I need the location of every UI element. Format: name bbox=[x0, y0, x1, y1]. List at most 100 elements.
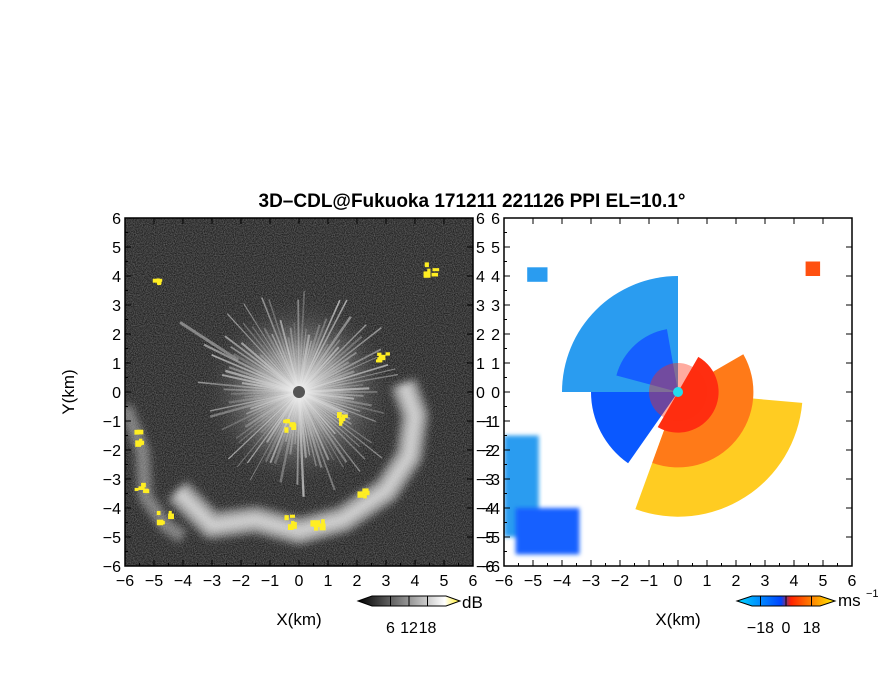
snr-yellow-pixel bbox=[156, 519, 164, 526]
x-tick-label: 0 bbox=[674, 573, 683, 590]
y-tick-label-right: −2 bbox=[476, 443, 494, 460]
x-tick-label: 6 bbox=[469, 573, 478, 590]
y-tick-label: −4 bbox=[482, 501, 500, 518]
snr-yellow-pixel bbox=[289, 422, 296, 428]
y-tick-label: −2 bbox=[482, 443, 500, 460]
snr-yellow-pixel bbox=[362, 489, 369, 494]
velocity-ne-blob bbox=[805, 261, 821, 276]
snr-yellow-pixel bbox=[156, 278, 160, 284]
velocity-colorbar-unit-sup: −1 bbox=[866, 588, 879, 600]
snr-yellow-pixel bbox=[284, 427, 289, 433]
snr-yellow-pixel bbox=[291, 522, 297, 529]
velocity-axes-ticks: −6 −5 −4 −3 −2 −1 0 1 2 3 4 5 6 −6 −5 −4 −3 −2 −1 0 1 2 3 4 5 6 bbox=[482, 211, 857, 590]
snr-yellow-pixel bbox=[158, 278, 163, 282]
x-tick-label: 1 bbox=[324, 573, 333, 590]
velocity-colorbar-unit: ms bbox=[838, 591, 861, 610]
snr-colorbar-ticks: 6 12 18 bbox=[386, 596, 437, 637]
colorbar-tick-label: 18 bbox=[803, 620, 821, 637]
velocity-field bbox=[504, 261, 821, 555]
x-tick-label: 5 bbox=[440, 573, 449, 590]
x-tick-label: 0 bbox=[295, 573, 304, 590]
figure-title: 3D–CDL@Fukuoka 171211 221126 PPI EL=10.1… bbox=[259, 191, 686, 212]
snr-yellow-pixel bbox=[152, 278, 158, 283]
snr-yellow-pixel bbox=[424, 262, 429, 268]
x-tick-label: −4 bbox=[553, 573, 571, 590]
y-tick-label: −4 bbox=[103, 501, 121, 518]
y-tick-label: −6 bbox=[103, 559, 121, 576]
y-tick-label: 6 bbox=[491, 211, 500, 228]
snr-yellow-pixel bbox=[287, 524, 294, 531]
snr-yellow-pixel bbox=[385, 352, 390, 356]
y-tick-label: −1 bbox=[103, 414, 121, 431]
y-tick-label: −5 bbox=[482, 530, 500, 547]
snr-yellow-pixel bbox=[313, 520, 321, 528]
y-tick-label-right: 5 bbox=[476, 240, 485, 257]
y-tick-label-right: 1 bbox=[476, 356, 485, 373]
snr-yellow-pixel bbox=[310, 520, 315, 527]
colorbar-tick-label: −18 bbox=[747, 620, 774, 637]
x-tick-label: 2 bbox=[732, 573, 741, 590]
y-tick-label: 0 bbox=[491, 385, 500, 402]
y-tick-label-right: 2 bbox=[476, 327, 485, 344]
velocity-colorbar: −18 0 18 ms −1 bbox=[735, 588, 879, 637]
snr-yellow-pixel bbox=[339, 417, 344, 424]
x-tick-label: −6 bbox=[116, 573, 134, 590]
velocity-colorbar-ticks: −18 0 18 bbox=[747, 596, 821, 637]
snr-yellow-pixel bbox=[321, 519, 325, 525]
x-tick-label: 1 bbox=[703, 573, 712, 590]
y-tick-label-right: −4 bbox=[476, 501, 494, 518]
snr-yellow-pixel bbox=[141, 482, 146, 488]
x-tick-label: 5 bbox=[819, 573, 828, 590]
snr-yellow-pixel bbox=[138, 486, 145, 490]
y-tick-label-right: 6 bbox=[476, 211, 485, 228]
velocity-approach-sw bbox=[591, 392, 678, 464]
snr-yellow-pixel bbox=[339, 421, 343, 426]
y-tick-label: 4 bbox=[112, 269, 121, 286]
snr-yellow-pixel bbox=[377, 357, 383, 363]
y-tick-label: 6 bbox=[112, 211, 121, 228]
snr-yellow-pixel bbox=[313, 526, 319, 531]
colorbar-tick-label: 12 bbox=[400, 620, 418, 637]
y-tick-label: 4 bbox=[491, 269, 500, 286]
snr-yellow-pixel bbox=[134, 487, 139, 491]
y-tick-label-right: 0 bbox=[476, 385, 485, 402]
snr-yellow-pixel bbox=[289, 514, 295, 518]
colorbar-tick-label: 6 bbox=[386, 620, 395, 637]
snr-yellow-pixel bbox=[140, 440, 145, 445]
snr-cloud-arc bbox=[125, 378, 428, 545]
colorbar-tick-label: 18 bbox=[419, 620, 437, 637]
x-tick-label: −5 bbox=[145, 573, 163, 590]
y-tick-label: 0 bbox=[112, 385, 121, 402]
snr-yellow-pixel bbox=[145, 489, 150, 494]
y-tick-label: −3 bbox=[482, 472, 500, 489]
snr-yellow-pixel bbox=[377, 352, 382, 356]
y-tick-label: −2 bbox=[103, 443, 121, 460]
snr-yellow-pixel bbox=[432, 268, 440, 272]
snr-yellow-pixel bbox=[285, 419, 290, 424]
snr-colorbar: 6 12 18 dB bbox=[356, 593, 483, 637]
snr-yellow-pixel bbox=[423, 271, 431, 278]
snr-yellow-pixel bbox=[168, 513, 174, 520]
y-tick-label-right: −3 bbox=[476, 472, 494, 489]
x-tick-label: −6 bbox=[495, 573, 513, 590]
snr-yellow-pixel bbox=[134, 429, 140, 435]
y-tick-label: 5 bbox=[112, 240, 121, 257]
x-tick-label: −4 bbox=[174, 573, 192, 590]
y-tick-label: −1 bbox=[482, 414, 500, 431]
y-tick-label: −6 bbox=[482, 559, 500, 576]
snr-yellow-pixel bbox=[156, 510, 161, 516]
x-tick-label: 3 bbox=[761, 573, 770, 590]
snr-yellow-pixel bbox=[341, 414, 348, 418]
snr-xlabel: X(km) bbox=[276, 610, 321, 629]
y-tick-label: 2 bbox=[491, 327, 500, 344]
velocity-sw-blob bbox=[515, 508, 580, 555]
x-tick-label: −2 bbox=[611, 573, 629, 590]
velocity-nw-blob bbox=[527, 267, 548, 282]
y-tick-label-right: −1 bbox=[476, 414, 494, 431]
y-tick-label: 1 bbox=[491, 356, 500, 373]
y-tick-label: 3 bbox=[112, 298, 121, 315]
snr-radar-site bbox=[293, 386, 305, 398]
x-tick-label: −3 bbox=[203, 573, 221, 590]
snr-yellow-pixel bbox=[137, 429, 144, 435]
y-tick-label-right: 3 bbox=[476, 298, 485, 315]
